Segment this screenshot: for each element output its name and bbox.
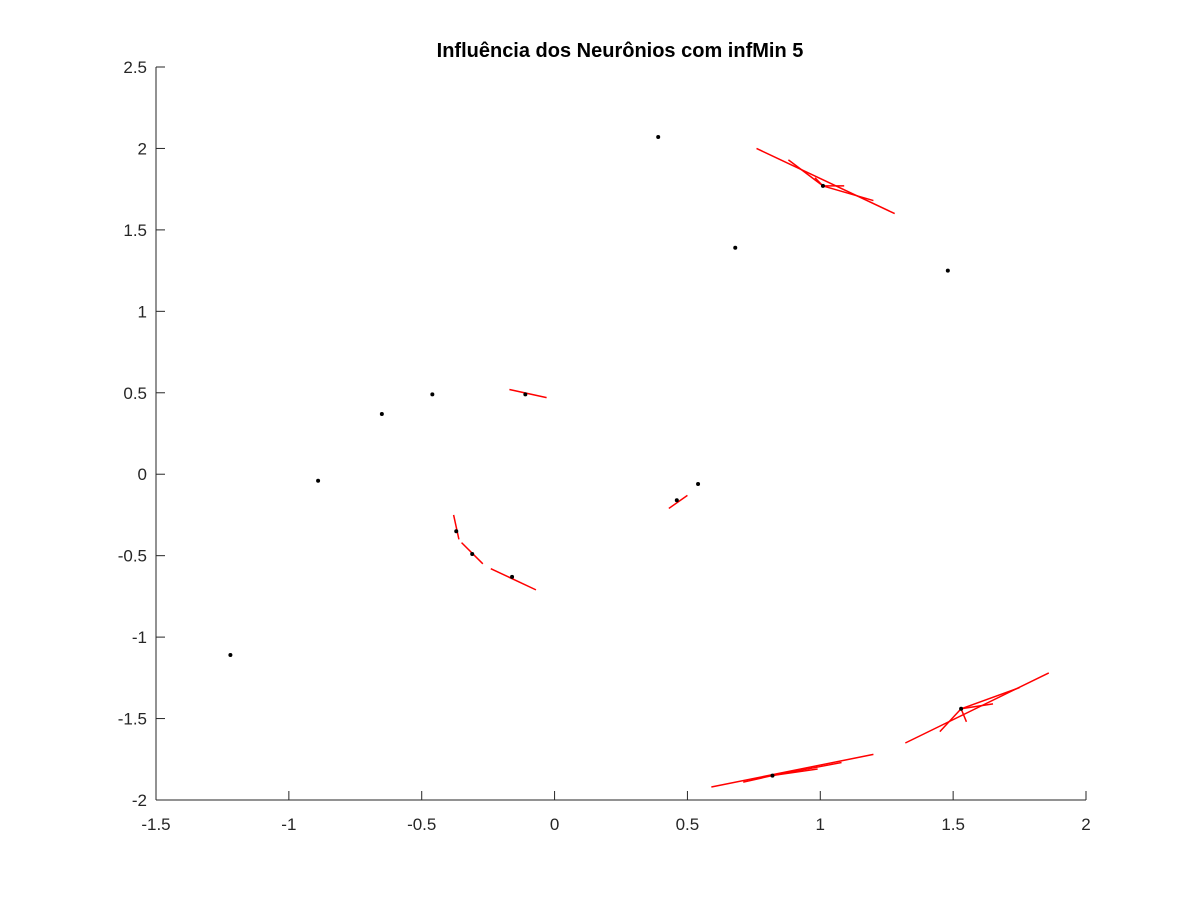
- segment-line: [960, 708, 968, 723]
- segment-line: [668, 494, 688, 510]
- y-tick-label: 1: [138, 302, 147, 321]
- data-point: [454, 529, 459, 534]
- y-tick-label: 1.5: [123, 221, 147, 240]
- y-tick-label: 0: [138, 465, 147, 484]
- data-point: [945, 268, 950, 273]
- segment-line: [961, 703, 994, 710]
- x-tick-label: 1.5: [941, 815, 965, 834]
- x-tick-label: 0.5: [676, 815, 700, 834]
- x-tick-label: 1: [816, 815, 825, 834]
- data-point: [656, 135, 661, 140]
- segment-line: [772, 768, 818, 777]
- data-point: [523, 392, 528, 397]
- data-point: [316, 478, 321, 483]
- segment-line: [452, 514, 460, 540]
- segment-line: [743, 774, 773, 783]
- segment-line: [509, 388, 547, 399]
- x-tick-label: -0.5: [407, 815, 436, 834]
- y-tick-label: -2: [132, 791, 147, 810]
- y-tick-label: -0.5: [118, 547, 147, 566]
- x-tick-label: -1: [281, 815, 296, 834]
- data-point: [696, 481, 701, 486]
- y-tick-label: 2.5: [123, 58, 147, 77]
- segment-line: [711, 753, 874, 788]
- data-point: [770, 773, 775, 778]
- y-tick-label: 2: [138, 139, 147, 158]
- points-layer: [228, 135, 964, 778]
- data-point: [674, 498, 679, 503]
- data-point: [733, 245, 738, 250]
- segment-line: [490, 568, 537, 591]
- chart-title: Influência dos Neurônios com infMin 5: [436, 40, 804, 62]
- data-point: [959, 706, 964, 711]
- segment-line: [904, 672, 1050, 744]
- segment-line: [822, 185, 874, 202]
- data-point: [470, 552, 475, 557]
- segment-line: [756, 147, 896, 215]
- segment-line: [787, 159, 824, 187]
- x-tick-label: -1.5: [141, 815, 170, 834]
- data-point: [510, 574, 515, 579]
- x-tick-label: 2: [1081, 815, 1090, 834]
- y-tick-label: -1.5: [118, 710, 147, 729]
- data-point: [228, 653, 233, 658]
- y-tick-label: -1: [132, 628, 147, 647]
- data-point: [379, 411, 384, 416]
- data-point: [430, 392, 435, 397]
- segment-line: [960, 686, 1020, 710]
- y-tick-label: 0.5: [123, 384, 147, 403]
- segments-layer: [452, 147, 1050, 788]
- data-point: [820, 183, 825, 188]
- x-tick-label: 0: [550, 815, 559, 834]
- axes-layer: -1.5 -1 -0.5 0 0.5 1 1.5 2 -2 -1.5 -1 -0.5 0 0.5 1 1.5 2…: [118, 58, 1091, 834]
- segment-line: [939, 708, 962, 733]
